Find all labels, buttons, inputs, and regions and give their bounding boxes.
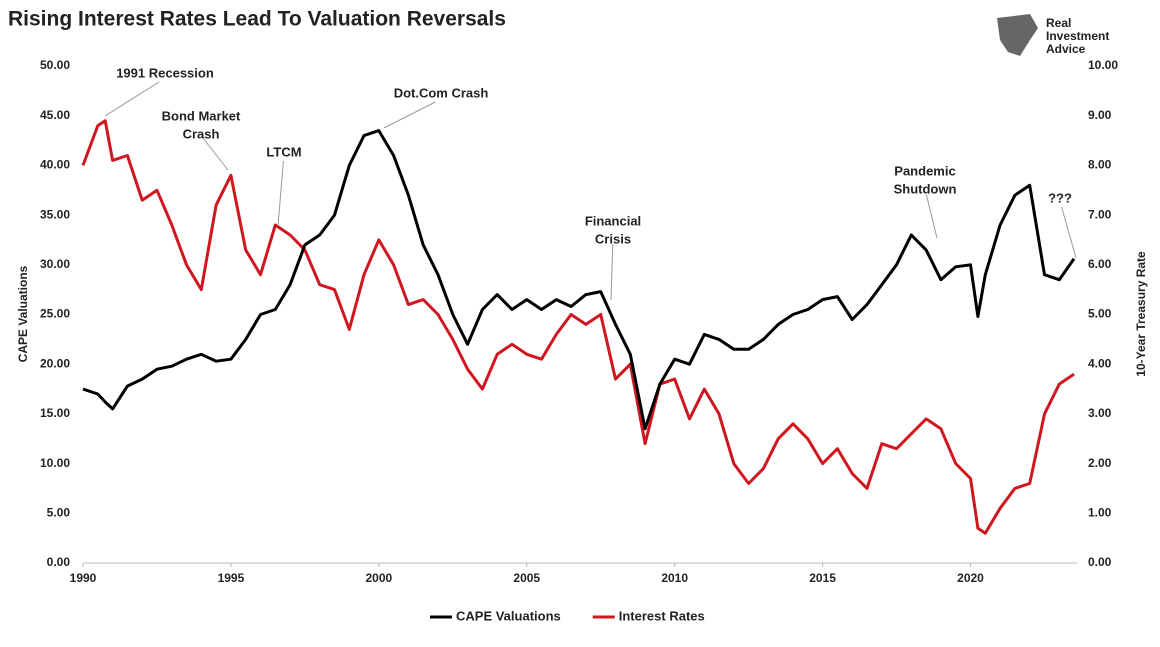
chart-title: Rising Interest Rates Lead To Valuation … — [8, 8, 506, 31]
annotation-pointer — [277, 160, 284, 227]
y2-tick-label: 1.00 — [1088, 505, 1112, 519]
y-tick-label: 35.00 — [40, 207, 70, 221]
annotation-pointer — [383, 101, 436, 129]
x-tick-label: 2010 — [661, 571, 688, 585]
logo: Real Investment Advice — [997, 14, 1109, 56]
y-axis-label: CAPE Valuations — [16, 265, 30, 362]
annotation: Financial — [585, 213, 641, 228]
y2-tick-label: 0.00 — [1088, 555, 1112, 569]
x-tick-label: 1990 — [70, 571, 97, 585]
y2-axis-label: 10-Year Treasury Rate — [1134, 251, 1148, 377]
y2-tick-label: 8.00 — [1088, 158, 1112, 172]
y-tick-label: 25.00 — [40, 307, 70, 321]
annotation-pointer — [203, 138, 229, 171]
logo-text: Advice — [1046, 42, 1086, 56]
annotation: Shutdown — [894, 181, 957, 196]
logo-text: Real — [1046, 16, 1071, 30]
annotation: Pandemic — [894, 163, 955, 178]
y2-tick-label: 2.00 — [1088, 456, 1112, 470]
y-tick-label: 15.00 — [40, 406, 70, 420]
y2-tick-label: 10.00 — [1088, 58, 1118, 72]
annotation: LTCM — [266, 144, 301, 159]
y2-tick-label: 7.00 — [1088, 207, 1112, 221]
legend-label: CAPE Valuations — [456, 608, 561, 623]
line-series — [82, 129, 1076, 431]
annotation-pointer — [104, 81, 160, 117]
y-tick-label: 30.00 — [40, 257, 70, 271]
x-tick-label: 2000 — [365, 571, 392, 585]
annotation: Crash — [183, 126, 220, 141]
annotation: 1991 Recession — [116, 65, 214, 80]
x-tick-label: 1995 — [218, 571, 245, 585]
y-tick-label: 45.00 — [40, 108, 70, 122]
y-tick-label: 10.00 — [40, 456, 70, 470]
y-tick-label: 0.00 — [47, 555, 71, 569]
x-tick-label: 2020 — [957, 571, 984, 585]
annotation-pointer — [1061, 206, 1077, 259]
y2-tick-label: 3.00 — [1088, 406, 1112, 420]
annotation-pointer — [610, 243, 614, 301]
y-tick-label: 20.00 — [40, 356, 70, 370]
y-tick-label: 50.00 — [40, 58, 70, 72]
y2-tick-label: 6.00 — [1088, 257, 1112, 271]
y-tick-label: 40.00 — [40, 158, 70, 172]
y-tick-label: 5.00 — [47, 505, 71, 519]
y2-tick-label: 5.00 — [1088, 307, 1112, 321]
legend-label: Interest Rates — [619, 608, 705, 623]
x-tick-label: 2015 — [809, 571, 836, 585]
x-tick-label: 2005 — [513, 571, 540, 585]
annotation: Bond Market — [162, 108, 241, 123]
annotation: Dot.Com Crash — [394, 85, 489, 100]
y2-tick-label: 9.00 — [1088, 108, 1112, 122]
y2-tick-label: 4.00 — [1088, 356, 1112, 370]
annotation: ??? — [1048, 190, 1072, 205]
annotation: Crisis — [595, 231, 631, 246]
logo-text: Investment — [1046, 29, 1109, 43]
annotation-pointer — [925, 193, 938, 239]
line-series — [81, 119, 1075, 535]
logo-icon — [997, 14, 1038, 56]
